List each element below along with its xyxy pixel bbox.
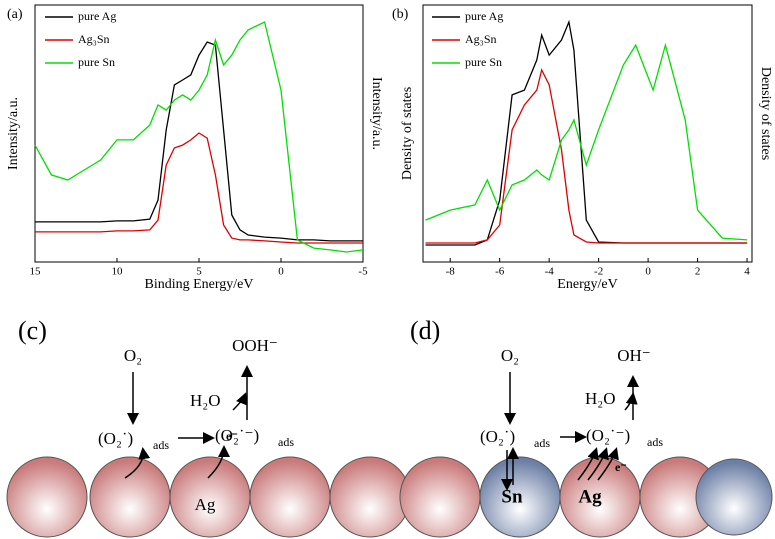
arrow — [597, 447, 619, 481]
panel-label: (b) — [392, 7, 409, 22]
y-axis-label-right: Intensity/a.u. — [369, 77, 384, 150]
x-tick-label: 5 — [196, 266, 202, 278]
adsorbate: (O₂˙⁻) — [586, 426, 630, 445]
y-axis-label: Intensity/a.u. — [6, 97, 21, 170]
x-tick-label: 10 — [112, 266, 124, 278]
legend-label: pure Ag — [78, 9, 116, 23]
x-axis-label: Energy/eV — [557, 277, 617, 292]
diagram-d: (d) O₂ (O₂˙) ads (O₂˙⁻) ads OH⁻ H₂O e⁻ S… — [399, 316, 773, 538]
adsorbate-sub: ads — [534, 436, 550, 450]
product: OOH⁻ — [232, 336, 278, 355]
x-axis-label: Binding Energy/eV — [144, 277, 253, 292]
arrow — [624, 392, 638, 411]
arrow — [577, 447, 599, 481]
panel-label: (d) — [410, 316, 440, 345]
arrow — [232, 392, 248, 411]
legend-label: pure Sn — [78, 55, 115, 69]
data-line — [425, 42, 748, 241]
legend-label: pure Ag — [465, 9, 503, 23]
data-line — [35, 41, 363, 242]
legend-label: Ag₃Sn — [465, 32, 497, 46]
x-tick-label: -8 — [446, 266, 456, 278]
x-tick-label: -5 — [358, 266, 368, 278]
arrow — [207, 445, 230, 479]
product: OH⁻ — [617, 346, 651, 365]
arrow — [124, 447, 151, 479]
adsorbate: (O₂˙⁻) — [215, 426, 259, 445]
adsorbate: (O₂˙) — [480, 427, 515, 446]
x-tick-label: 0 — [645, 266, 651, 278]
metal-label: Ag — [578, 486, 602, 507]
legend-label: Ag₃Sn — [78, 32, 110, 46]
x-tick-label: -6 — [495, 266, 505, 278]
electron: e⁻ — [226, 429, 238, 443]
adsorbate: (O₂˙) — [98, 429, 133, 448]
y-axis-label-right: Density of states — [758, 67, 773, 160]
adsorbate-sub: ads — [647, 435, 663, 449]
x-tick-label: -2 — [594, 266, 603, 278]
y-axis-label: Density of states — [400, 87, 415, 180]
x-tick-label: -4 — [545, 266, 555, 278]
spheres — [6, 456, 411, 538]
arrow — [587, 447, 609, 481]
charts: 15 10 5 0 -5 pure Ag Ag₃Sn pure Sn Binding Energ… — [6, 4, 773, 292]
diagram-c: (c) O₂ (O₂˙) ads (O₂˙⁻) ads OOH⁻ H₂O e⁻ … — [6, 316, 411, 538]
reactant: O₂ — [501, 346, 519, 365]
x-tick-label: 0 — [278, 266, 284, 278]
x-tick-label: 15 — [30, 266, 42, 278]
x-tick-label: 2 — [695, 266, 701, 278]
data-line — [425, 68, 748, 244]
panel-label: (a) — [7, 7, 23, 22]
adsorbate-sub: ads — [278, 435, 294, 449]
electron: e⁻ — [615, 460, 627, 474]
water: H₂O — [190, 391, 220, 410]
panel-label: (c) — [18, 316, 47, 345]
adsorbate-sub: ads — [153, 438, 169, 452]
x-tick-label: 4 — [744, 266, 750, 278]
plot-frame — [422, 4, 753, 263]
spheres — [399, 456, 773, 538]
water: H₂O — [585, 389, 615, 408]
legend-label: pure Sn — [465, 55, 502, 69]
metal-label: Ag — [195, 495, 216, 514]
data-line — [34, 21, 364, 253]
reactant: O₂ — [124, 346, 142, 365]
data-line — [35, 132, 363, 244]
metal-label: Sn — [501, 486, 523, 507]
